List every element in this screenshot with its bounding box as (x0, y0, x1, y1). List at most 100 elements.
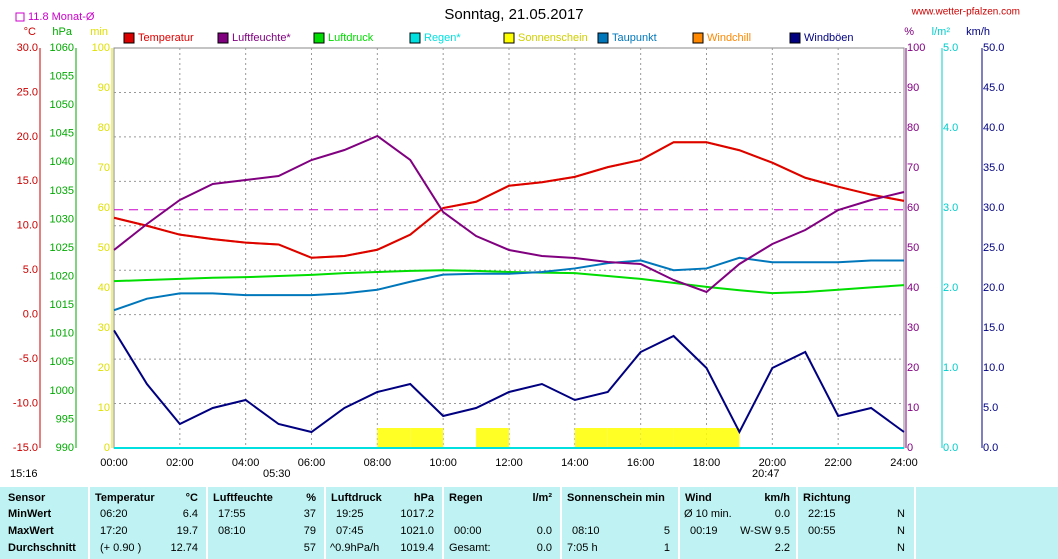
axis-unit: km/h (966, 26, 990, 38)
y-tick-label: 30.0 (983, 202, 1004, 214)
y-tick-label: 1020 (50, 270, 74, 282)
y-tick-label: 3.0 (943, 202, 958, 214)
y-tick-label: 90 (907, 82, 919, 94)
sunshine-bar (476, 428, 509, 448)
table-cell: 5 (663, 525, 670, 537)
table-cell: 0.0 (536, 542, 552, 554)
chart-title: Sonntag, 21.05.2017 (444, 6, 583, 23)
table-cell: Luftfeuchte (213, 492, 273, 504)
axis-unit: °C (24, 26, 36, 38)
table-cell: % (306, 492, 316, 504)
sunshine-bar (706, 428, 740, 448)
y-tick-label: -15.0 (13, 442, 38, 454)
y-tick-label: 1060 (50, 42, 74, 54)
y-tick-label: 30.0 (17, 42, 38, 54)
table-cell: 00:19 (690, 525, 718, 537)
y-tick-label: 30 (907, 322, 919, 334)
series-line (113, 141, 905, 259)
legend-swatch (692, 32, 704, 44)
table-cell: N (897, 525, 905, 537)
column-separator (560, 487, 562, 559)
y-tick-label: 0 (907, 442, 913, 454)
legend-label: Taupunkt (612, 32, 657, 44)
y-tick-label: 100 (92, 42, 110, 54)
legend-swatch (503, 32, 515, 44)
table-cell: 1019.4 (400, 542, 434, 554)
y-tick-label: 4.0 (943, 122, 958, 134)
y-tick-label: 1050 (50, 99, 74, 111)
sunshine-bar (574, 428, 608, 448)
column-separator (324, 487, 326, 559)
table-cell: 17:55 (218, 508, 246, 520)
y-tick-label: 1.0 (943, 362, 958, 374)
column-separator (88, 487, 90, 559)
table-cell: 00:00 (454, 525, 482, 537)
table-cell: 79 (303, 525, 316, 537)
table-cell: 6.4 (182, 508, 198, 520)
y-tick-label: 10 (907, 402, 919, 414)
y-tick-label: 70 (907, 162, 919, 174)
y-tick-label: 1000 (50, 385, 74, 397)
table-cell: (+ 0.90 ) (100, 542, 142, 554)
column-separator (678, 487, 680, 559)
axis-unit: % (904, 26, 914, 38)
y-tick-label: 20 (907, 362, 919, 374)
x-tick-label: 24:00 (890, 457, 918, 469)
legend-swatch (789, 32, 801, 44)
y-tick-label: 10.0 (983, 362, 1004, 374)
y-tick-label: 25.0 (983, 242, 1004, 254)
y-tick-label: 80 (98, 122, 110, 134)
table-cell: 37 (303, 508, 316, 520)
table-cell: 1021.0 (400, 525, 434, 537)
x-tick-label: 18:00 (693, 457, 721, 469)
sunshine-bar (673, 428, 707, 448)
y-tick-label: 0.0 (943, 442, 958, 454)
y-tick-label: 1005 (50, 356, 74, 368)
table-cell: 1017.2 (400, 508, 434, 520)
table-cell: 00:55 (808, 525, 836, 537)
sunshine-bar (640, 428, 674, 448)
legend-label: Windböen (804, 32, 854, 44)
y-tick-label: 1045 (50, 128, 74, 140)
legend-label: Windchill (707, 32, 751, 44)
y-tick-label: 40 (907, 282, 919, 294)
sunshine-bar (410, 428, 444, 448)
table-cell: 1 (663, 542, 670, 554)
y-tick-label: 1015 (50, 299, 74, 311)
stats-table: Sensor Temperatur °C Luftfeuchte% Luftdruck h… (0, 487, 1058, 559)
y-tick-label: 5.0 (983, 402, 998, 414)
table-cell: hPa (413, 492, 434, 504)
y-tick-label: 40.0 (983, 122, 1004, 134)
table-cell: N (897, 542, 905, 554)
y-tick-label: 990 (56, 442, 74, 454)
y-tick-label: 100 (907, 42, 925, 54)
y-tick-label: 40 (98, 282, 110, 294)
y-tick-label: 20 (98, 362, 110, 374)
table-cell: MaxWert (8, 525, 54, 537)
y-tick-label: 80 (907, 122, 919, 134)
table-cell: 2.2 (774, 542, 790, 554)
x-tick-label: 16:00 (627, 457, 655, 469)
x-tick-label: 14:00 (561, 457, 589, 469)
legend-label: Luftfeuchte* (232, 32, 291, 44)
axis-unit: l/m² (932, 26, 951, 38)
x-tick-label: 02:00 (166, 457, 194, 469)
y-tick-label: 50.0 (983, 42, 1004, 54)
x-tick-label: 00:00 (100, 457, 128, 469)
table-cell: 19:25 (336, 508, 364, 520)
y-tick-label: 10.0 (17, 220, 38, 232)
y-tick-label: 20.0 (17, 131, 38, 143)
table-cell: ^0.9hPa/h (330, 542, 380, 554)
y-tick-label: 2.0 (943, 282, 958, 294)
y-tick-label: 10 (98, 402, 110, 414)
x-tick-label: 08:00 (364, 457, 392, 469)
x-tick-label: 04:00 (232, 457, 260, 469)
series-line (113, 256, 904, 312)
table-cell: Temperatur (95, 492, 155, 504)
legend-swatch (313, 32, 325, 44)
legend-label: Luftdruck (328, 32, 374, 44)
y-tick-label: 1030 (50, 213, 74, 225)
table-cell: 0.0 (536, 525, 552, 537)
table-cell: W-SW 9.5 (740, 525, 790, 537)
y-tick-label: 70 (98, 162, 110, 174)
